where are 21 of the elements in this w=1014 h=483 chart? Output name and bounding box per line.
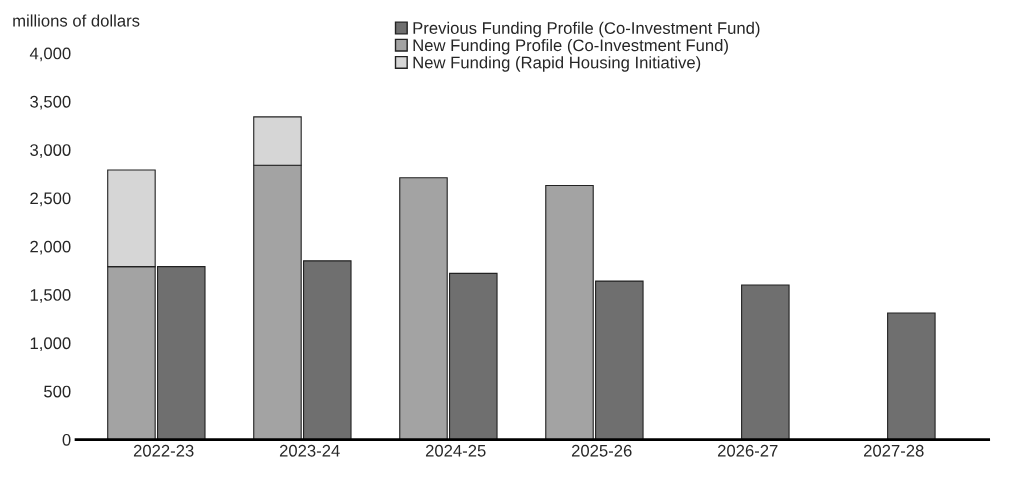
x-tick-label: 2024-25 (425, 444, 486, 457)
y-tick-label: 4,000 (29, 47, 71, 62)
y-tick-label: 0 (62, 433, 71, 446)
y-tick-label: 3,500 (30, 95, 71, 110)
x-tick-label: 2027-28 (864, 444, 924, 457)
legend-label: New Funding (Rapid Housing Initiative) (413, 56, 701, 72)
y-tick-label: 500 (44, 385, 71, 398)
legend-label: Previous Funding Profile (Co-Investment Fund) (413, 21, 760, 38)
bar (741, 284, 790, 440)
y-tick-label: 1,500 (30, 289, 71, 303)
y-axis-title: millions of dollars (13, 14, 140, 27)
x-tick-label: 2025-26 (571, 444, 632, 457)
y-tick-label: 2,000 (30, 240, 71, 255)
x-tick-label: 2023-24 (279, 444, 340, 457)
legend-label: New Funding Profile (Co-Investment Fund) (413, 38, 728, 55)
x-tick-label: 2026-27 (717, 444, 778, 457)
y-tick-label: 1,000 (30, 337, 71, 352)
bar (887, 312, 936, 440)
y-tick-label: 3,000 (30, 144, 71, 158)
x-tick-label: 2022-23 (133, 444, 194, 457)
y-tick-label: 2,500 (30, 192, 71, 207)
